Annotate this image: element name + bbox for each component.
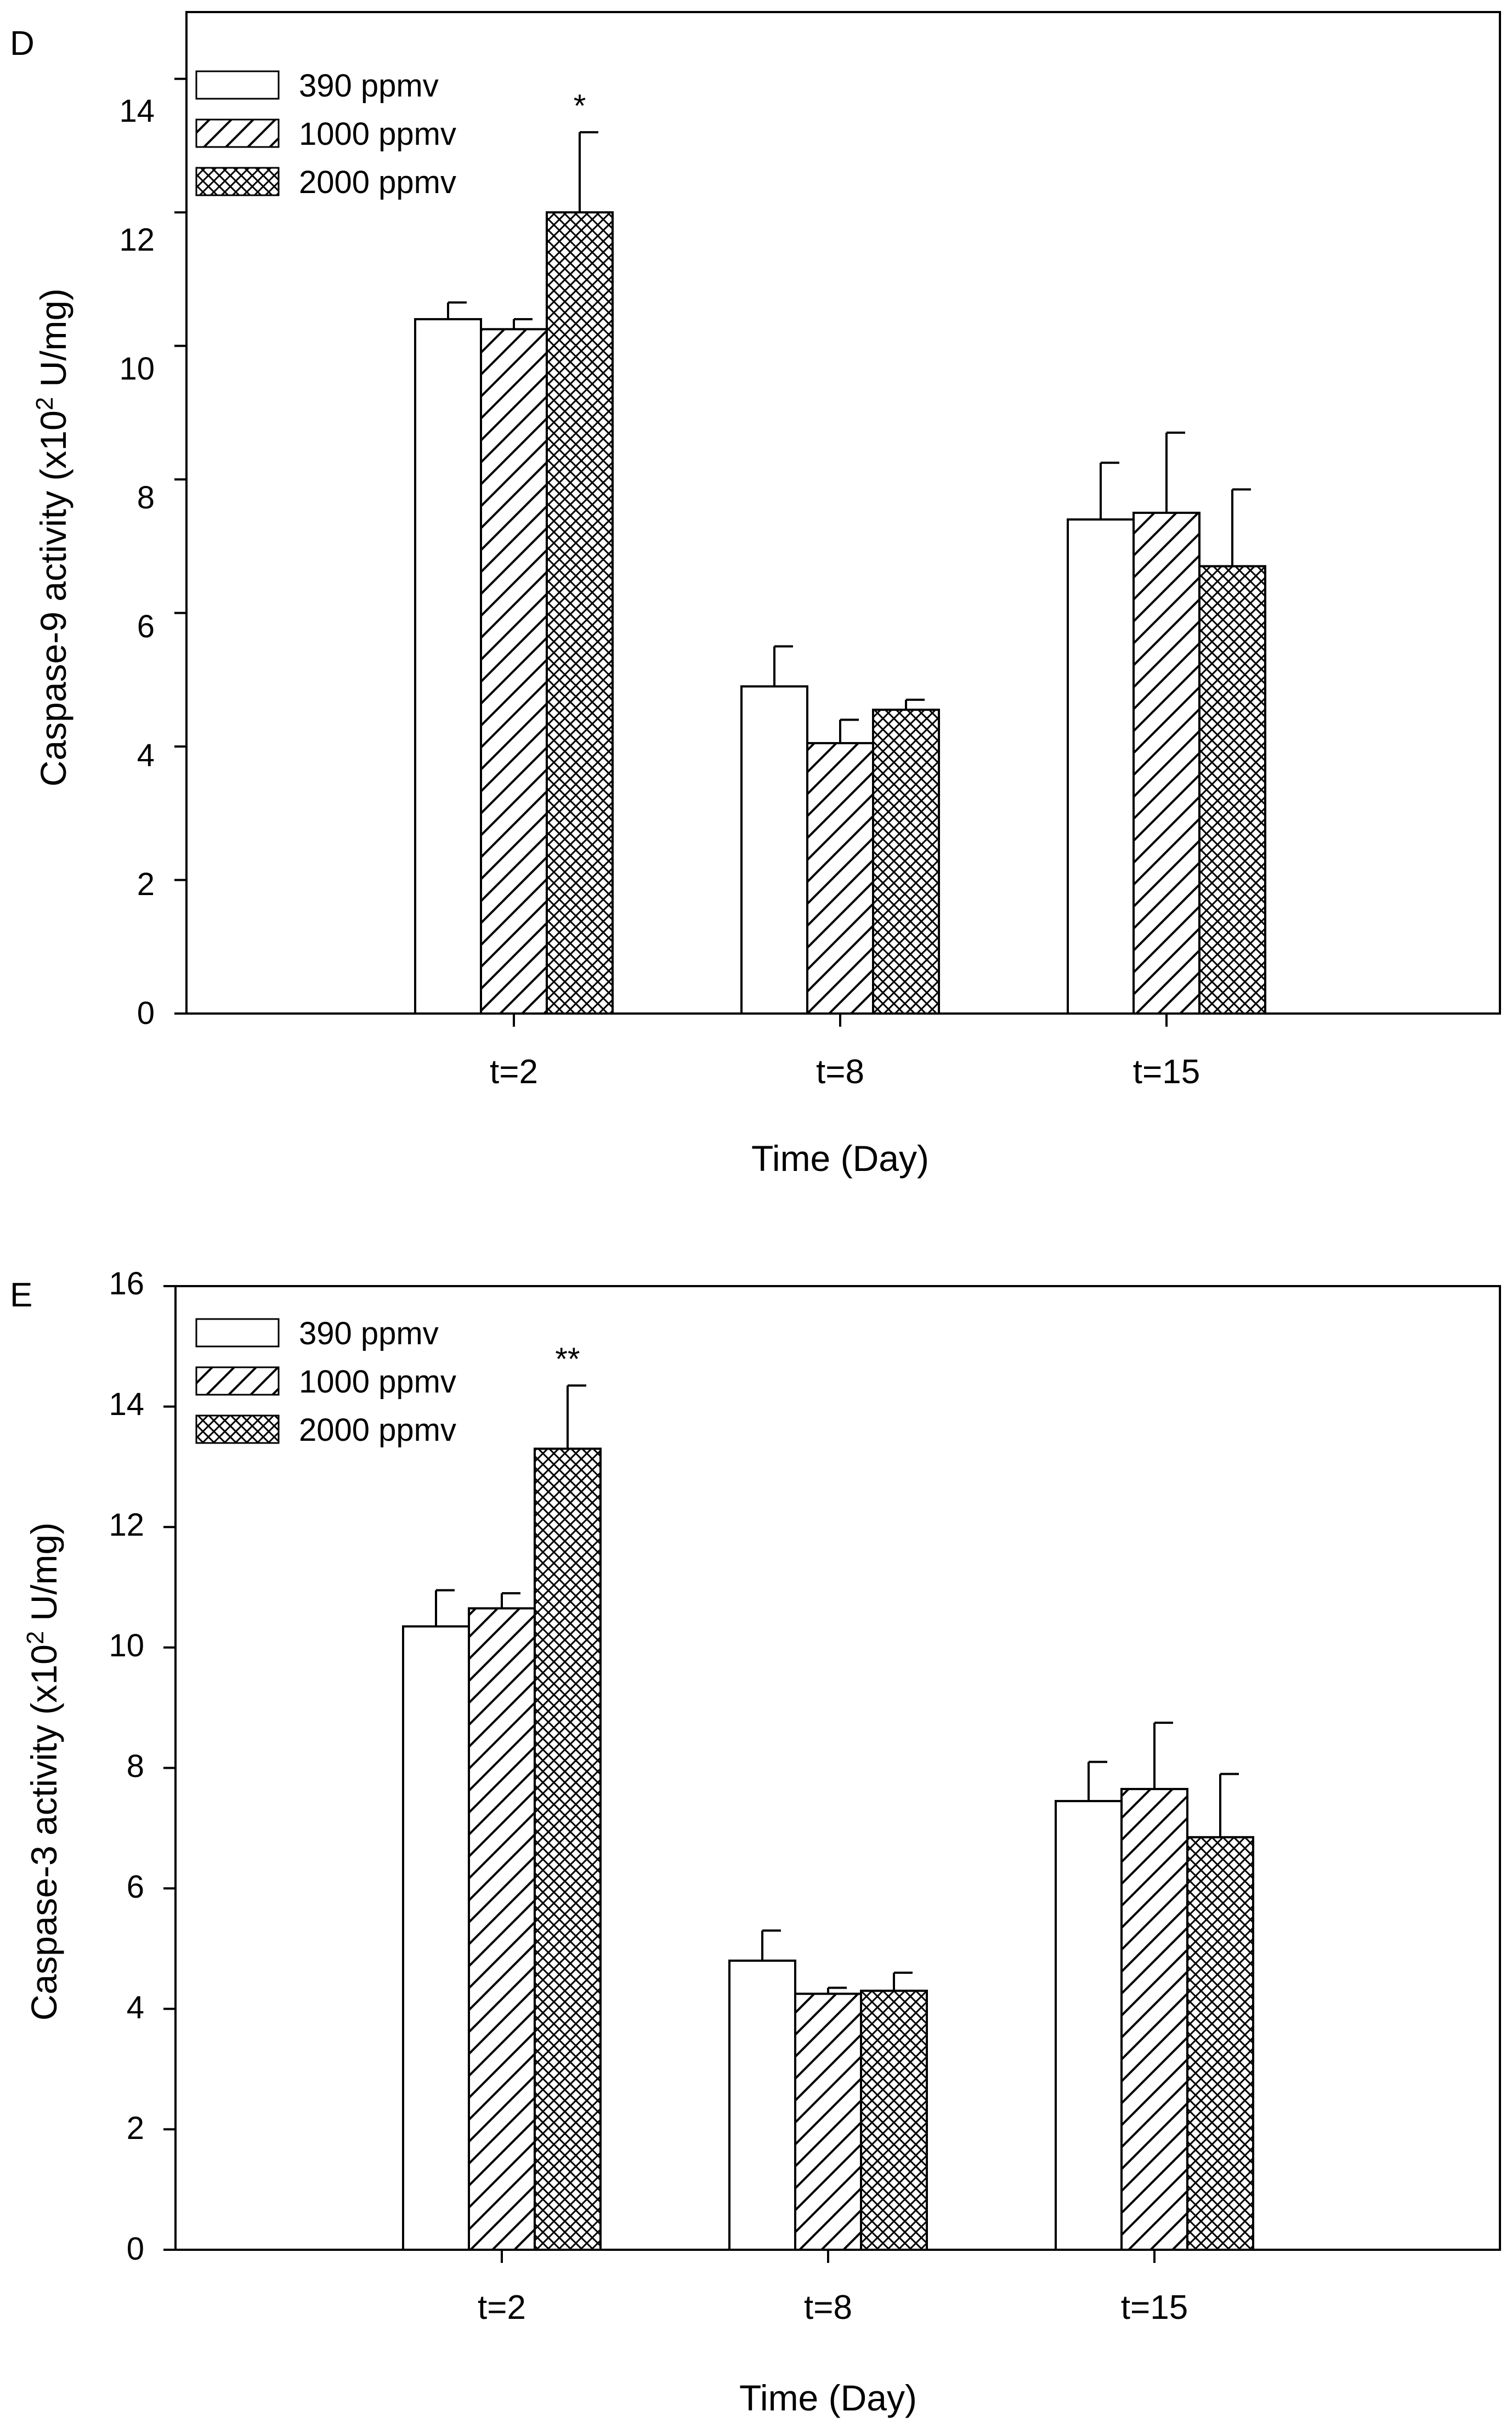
y-tick-label: 4 [127,1990,144,2025]
legend-label: 1000 ppmv [299,116,456,152]
x-tick-label: t=2 [478,2289,526,2327]
significance-marker: ** [555,1342,580,1377]
bars-layer: * [174,11,1501,1027]
bar-2000-ppmv-t=15 [1186,1836,1254,2251]
y-tick-label: 10 [109,1628,144,1663]
bar-390-ppmv-t=8 [728,1959,796,2251]
y-tick-label: 8 [137,480,155,516]
y-tick-label: 6 [137,609,155,644]
x-tick-label: t=8 [804,2289,852,2327]
panel-letter: D [10,25,35,63]
bar-2000-ppmv-t=2 [534,1447,602,2251]
legend-label: 2000 ppmv [299,1412,456,1448]
x-tick-label: t=2 [490,1053,538,1091]
legend-swatch-1000 [195,1366,280,1396]
bar-1000-ppmv-t=8 [794,1993,862,2251]
legend-swatch-390 [195,1318,280,1348]
bars-layer: ** [163,1285,1501,2263]
y-tick-labels: 0 2 4 6 8 10 12 14 [119,93,155,1031]
x-tick-labels: t=2 t=8 t=15 [478,2289,1188,2327]
bar-2000-ppmv-t=8 [860,1989,928,2251]
x-tick-label: t=15 [1133,1053,1200,1091]
x-tick-label: t=15 [1121,2289,1188,2327]
panel-d: D Caspase-9 activity (x102 U/mg) Time (D… [10,11,1501,1179]
y-axis-title: Caspase-3 activity (x102 U/mg) [22,1523,65,2020]
legend-swatch-2000 [195,1414,280,1444]
bar-1000-ppmv-t=2 [468,1607,536,2251]
x-axis-title: Time (Day) [751,1138,929,1179]
y-tick-label: 12 [109,1507,144,1543]
y-axis-title: Caspase-9 activity (x102 U/mg) [31,288,74,786]
bar-390-ppmv-t=15 [1067,518,1135,1015]
y-tick-label: 2 [137,867,155,902]
bar-390-ppmv-t=2 [402,1625,470,2251]
x-axis-title: Time (Day) [739,2378,917,2418]
y-tick-label: 0 [137,995,155,1031]
panel-e: E Caspase-3 activity (x102 U/mg) Time (D… [10,1266,1501,2418]
y-tick-label: 14 [109,1386,144,1422]
bar-390-ppmv-t=2 [414,318,482,1015]
bar-1000-ppmv-t=2 [480,328,548,1015]
significance-marker: * [574,88,586,124]
x-tick-labels: t=2 t=8 t=15 [490,1053,1200,1091]
legend-swatch-390 [195,70,280,100]
bar-2000-ppmv-t=15 [1198,565,1266,1015]
y-tick-label: 6 [127,1869,144,1905]
legend-swatch-2000 [195,167,280,196]
panel-letter: E [10,1276,32,1314]
y-tick-label: 2 [127,2110,144,2146]
x-tick-label: t=8 [816,1053,864,1091]
y-tick-label: 14 [119,93,155,129]
bar-1000-ppmv-t=8 [806,742,874,1015]
y-tick-label: 4 [137,738,155,773]
bar-2000-ppmv-t=2 [546,211,614,1015]
y-tick-label: 0 [127,2231,144,2267]
legend-label: 2000 ppmv [299,165,456,200]
bar-390-ppmv-t=15 [1055,1799,1123,2251]
y-tick-labels: 0 2 4 6 8 10 12 14 16 [109,1266,144,2267]
legend: 390 ppmv 1000 ppmv 2000 ppmv [195,68,456,200]
bar-2000-ppmv-t=8 [872,709,940,1015]
y-tick-label: 8 [127,1748,144,1784]
bar-1000-ppmv-t=15 [1120,1787,1188,2251]
legend-label: 390 ppmv [299,68,439,104]
y-axis-title-main: Caspase-3 activity (x10 [24,1644,64,2020]
bar-1000-ppmv-t=15 [1132,512,1200,1015]
y-axis-title-superscript: 2 [31,397,58,410]
legend-swatch-1000 [195,118,280,148]
y-tick-label: 12 [119,222,155,258]
y-tick-label: 16 [109,1266,144,1301]
y-tick-label: 10 [119,351,155,387]
y-axis-title-tail: U/mg) [33,288,73,397]
bar-390-ppmv-t=8 [740,685,808,1015]
legend-label: 1000 ppmv [299,1364,456,1400]
legend-label: 390 ppmv [299,1316,439,1351]
y-axis-title-tail: U/mg) [24,1523,64,1631]
legend: 390 ppmv 1000 ppmv 2000 ppmv [195,1316,456,1448]
y-axis-title-superscript: 2 [22,1631,49,1644]
y-axis-title-main: Caspase-9 activity (x10 [33,410,73,786]
